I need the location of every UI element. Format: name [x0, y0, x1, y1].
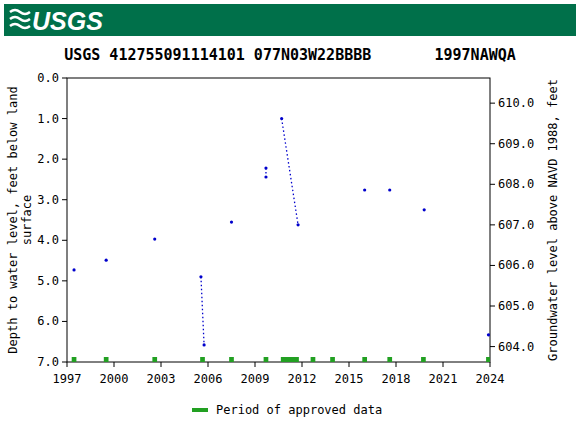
x-tick-label: 2009 — [241, 372, 270, 386]
y2-tick-label: 608.0 — [498, 177, 534, 191]
approved-period-bar — [486, 357, 490, 362]
data-point — [264, 175, 267, 178]
y2-tick — [490, 306, 495, 307]
x-tick-label: 2012 — [288, 372, 317, 386]
x-tick-label: 2003 — [147, 372, 176, 386]
y2-tick — [490, 143, 495, 144]
data-point — [363, 188, 366, 191]
chart: USGS USGS 412755091114101 077N03W22BBBB 1… — [0, 0, 580, 430]
y2-tick-label: 604.0 — [498, 340, 534, 354]
x-tick-label: 2000 — [100, 372, 129, 386]
logo: USGS — [10, 7, 103, 35]
data-point — [296, 223, 299, 226]
y-tick — [62, 362, 67, 363]
y-tick — [62, 78, 67, 79]
x-tick — [114, 362, 115, 367]
x-tick — [208, 362, 209, 367]
logo-wave — [10, 17, 30, 21]
approved-period-bar — [152, 357, 157, 362]
series-line — [282, 119, 298, 225]
y-tick-label: 7.0 — [37, 355, 59, 369]
y-tick-label: 3.0 — [37, 193, 59, 207]
x-tick-label: 2006 — [194, 372, 223, 386]
logo-wave — [10, 24, 30, 28]
y-axis-label: surface — [20, 195, 34, 246]
data-point — [199, 275, 202, 278]
x-tick-label: 2018 — [382, 372, 411, 386]
legend-label: Period of approved data — [216, 403, 382, 417]
y-axis-label: Depth to water level, feet below land — [6, 86, 20, 353]
y2-tick — [490, 346, 495, 347]
y2-tick-label: 610.0 — [498, 96, 534, 110]
x-tick-label: 2021 — [429, 372, 458, 386]
y2-axis-label: Groundwater level above NAVD 1988, feet — [546, 79, 560, 361]
title: USGS 412755091114101 077N03W22BBBB 1997N… — [64, 46, 516, 64]
data-point — [388, 188, 391, 191]
x-tick — [67, 362, 68, 367]
approved-period-bar — [421, 357, 426, 362]
approved-period-bar — [104, 357, 109, 362]
y-tick-label: 2.0 — [37, 152, 59, 166]
y-tick-label: 4.0 — [37, 233, 59, 247]
approved-period-bar — [387, 357, 392, 362]
plot-frame — [67, 78, 490, 362]
approved-period-bar — [264, 357, 269, 362]
logo-text: USGS — [32, 7, 103, 35]
y-tick — [62, 280, 67, 281]
x-tick-label: 2015 — [335, 372, 364, 386]
logo-wave — [10, 10, 30, 14]
y-tick-label: 5.0 — [37, 274, 59, 288]
x-tick — [349, 362, 350, 367]
data-point — [230, 220, 233, 223]
data-point — [72, 268, 75, 271]
x-tick — [490, 362, 491, 367]
approved-period-bar — [311, 357, 316, 362]
y2-tick — [490, 184, 495, 185]
y2-tick-label: 606.0 — [498, 258, 534, 272]
data-point — [423, 208, 426, 211]
x-tick — [161, 362, 162, 367]
plot-area — [72, 117, 490, 362]
data-point — [264, 166, 267, 169]
x-tick — [396, 362, 397, 367]
y2-tick-label: 609.0 — [498, 137, 534, 151]
y2-tick — [490, 265, 495, 266]
approved-period-bar — [330, 357, 335, 362]
data-point — [153, 237, 156, 240]
y-tick — [62, 321, 67, 322]
y-tick-label: 1.0 — [37, 112, 59, 126]
y-tick — [62, 199, 67, 200]
data-point — [105, 259, 108, 262]
data-point — [487, 333, 490, 336]
y-tick-label: 0.0 — [37, 71, 59, 85]
y2-tick — [490, 103, 495, 104]
header-banner — [4, 4, 576, 36]
legend-swatch — [192, 408, 208, 412]
approved-period-bar — [362, 357, 367, 362]
y2-tick-label: 607.0 — [498, 218, 534, 232]
x-tick — [255, 362, 256, 367]
y-tick-label: 6.0 — [37, 314, 59, 328]
x-tick — [302, 362, 303, 367]
approved-period-bar — [72, 357, 77, 362]
series-line — [201, 277, 204, 345]
data-point — [280, 117, 283, 120]
x-tick — [443, 362, 444, 367]
x-tick-label: 2024 — [476, 372, 505, 386]
approved-period-bar — [200, 357, 205, 362]
y-tick — [62, 240, 67, 241]
y2-tick-label: 605.0 — [498, 299, 534, 313]
legend: Period of approved data — [192, 403, 382, 417]
y2-tick — [490, 224, 495, 225]
approved-period-bar — [229, 357, 234, 362]
y-tick — [62, 118, 67, 119]
data-point — [202, 343, 205, 346]
x-tick-label: 1997 — [53, 372, 82, 386]
y-tick — [62, 159, 67, 160]
approved-period-bar — [281, 357, 299, 362]
